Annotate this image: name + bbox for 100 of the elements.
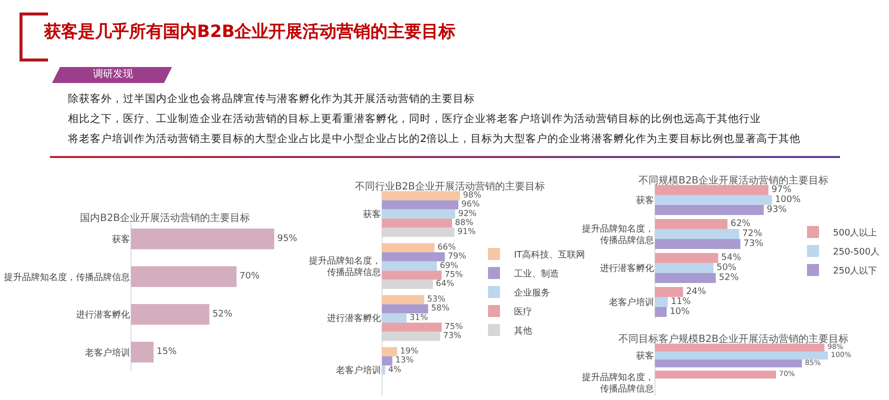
data-label: 98% xyxy=(827,342,844,352)
legend-label: 250-500人 xyxy=(833,246,880,258)
y-tick-label: 老客户培训 xyxy=(609,297,654,308)
chart-title: 国内B2B企业开展活动营销的主要目标 xyxy=(80,212,250,224)
data-label: 100% xyxy=(830,350,852,360)
bar xyxy=(382,243,435,252)
legend-label: 250人以下 xyxy=(833,266,878,277)
y-tick-label: 提升品牌知名度，传播品牌信息 xyxy=(4,272,130,283)
chart-title: 不同行业B2B企业开展活动营销的主要目标 xyxy=(354,180,546,192)
bar xyxy=(655,344,824,352)
legend-label: 企业服务 xyxy=(514,288,550,299)
bar xyxy=(655,263,714,273)
y-tick-label: 获客 xyxy=(363,209,381,220)
text: 将老客户培训作为活动营销主要目标的大型企业占比是中小型企业占比的2倍以上，目标为大型客户的企业将潜客孵化作为主要目标比例也显著高于其他 xyxy=(68,132,801,146)
bar xyxy=(655,306,667,317)
data-label: 97% xyxy=(771,185,792,196)
data-label: 70% xyxy=(240,272,260,282)
data-label: 73% xyxy=(743,238,764,249)
data-label: 75% xyxy=(444,268,464,279)
bar xyxy=(382,356,392,366)
y-tick-label: 进行潜客孵化 xyxy=(76,310,130,321)
chart-title: 不同目标客户规模B2B企业开展活动营销的主要目标 xyxy=(618,332,849,345)
data-label: 52% xyxy=(212,309,233,320)
y-tick-label: 进行潜客孵化 xyxy=(327,313,381,324)
legend-label: 医疗 xyxy=(514,306,532,318)
bar xyxy=(382,261,437,271)
data-label: 92% xyxy=(458,208,477,218)
y-tick-label: 提升品牌知名度，传播品牌信息 xyxy=(309,255,381,278)
bar xyxy=(655,219,728,230)
bar xyxy=(382,200,458,210)
bar xyxy=(655,272,716,283)
data-label: 66% xyxy=(438,242,456,252)
data-label: 4% xyxy=(388,364,402,374)
bar xyxy=(131,266,237,288)
legend-label: 500人以上 xyxy=(833,228,878,239)
data-label: 88% xyxy=(455,216,474,227)
bar xyxy=(131,342,154,363)
bar xyxy=(655,204,764,215)
text: 相比之下，医疗、工业制造企业在活动营销的目标上更看重潜客孵化，同时，医疗企业将老客户培训作为活动营销目标的比例也远高于其他行业 xyxy=(68,112,761,126)
bar xyxy=(655,370,776,379)
data-label: 75% xyxy=(444,320,464,331)
y-tick-label: 进行潜客孵化 xyxy=(600,263,654,274)
bar xyxy=(655,185,768,196)
data-label: 95% xyxy=(277,234,298,244)
bar xyxy=(382,322,442,332)
data-label: 19% xyxy=(400,346,419,356)
bar xyxy=(655,287,684,298)
data-label: 79% xyxy=(448,250,466,261)
bar xyxy=(382,347,398,356)
y-tick-label: 获客 xyxy=(636,195,654,206)
bar xyxy=(655,352,828,360)
bar xyxy=(655,195,772,205)
data-label: 11% xyxy=(670,296,692,307)
data-label: 52% xyxy=(718,272,740,283)
y-tick-label: 提升品牌知名度，传播品牌信息 xyxy=(582,223,654,246)
bar xyxy=(382,313,407,323)
y-tick-label: 获客 xyxy=(112,234,130,246)
legend-label: 其他 xyxy=(514,326,532,337)
data-label: 10% xyxy=(670,306,690,317)
data-label: 93% xyxy=(766,204,788,215)
data-label: 53% xyxy=(427,294,446,304)
text: 获客是几乎所有国内B2B企业开展活动营销的主要目标 xyxy=(44,21,456,43)
data-label: 70% xyxy=(779,369,796,378)
data-label: 50% xyxy=(716,262,737,273)
data-label: 15% xyxy=(156,347,178,358)
bar xyxy=(382,304,428,314)
data-label: 85% xyxy=(804,358,822,368)
data-label: 31% xyxy=(410,312,428,322)
bar xyxy=(655,238,740,249)
data-label: 64% xyxy=(436,278,454,288)
bar xyxy=(131,304,210,325)
chart-title: 不同规模B2B企业开展活动营销的主要目标 xyxy=(638,174,829,187)
legend-label: 工业、制造 xyxy=(514,268,559,280)
bar xyxy=(382,191,460,200)
bar xyxy=(131,228,274,250)
y-tick-label: 提升品牌知名度，传播品牌信息 xyxy=(582,372,654,394)
y-tick-label: 老客户培训 xyxy=(85,347,130,358)
data-label: 98% xyxy=(462,190,482,200)
data-label: 24% xyxy=(686,287,706,298)
data-label: 96% xyxy=(461,198,480,209)
bar xyxy=(382,209,456,219)
data-label: 54% xyxy=(721,253,742,264)
y-tick-label: 老客户培训 xyxy=(336,365,381,376)
bar xyxy=(655,297,668,307)
data-label: 91% xyxy=(457,226,476,236)
bar xyxy=(655,359,802,368)
text: 调研发现 xyxy=(92,68,134,82)
bar xyxy=(655,253,718,264)
bar xyxy=(655,229,740,239)
data-label: 62% xyxy=(730,219,751,230)
text: 除获客外，过半国内企业也会将品牌宣传与潜客孵化作为其开展活动营销的主要目标 xyxy=(68,92,475,106)
data-label: 13% xyxy=(395,354,414,365)
y-tick-label: 获客 xyxy=(636,350,654,362)
bar xyxy=(382,295,424,304)
bar xyxy=(382,218,452,228)
data-label: 58% xyxy=(431,302,450,313)
legend-label: IT高科技、互联网 xyxy=(514,250,586,261)
data-label: 72% xyxy=(742,228,763,239)
data-label: 73% xyxy=(443,330,462,340)
data-label: 100% xyxy=(774,194,802,205)
